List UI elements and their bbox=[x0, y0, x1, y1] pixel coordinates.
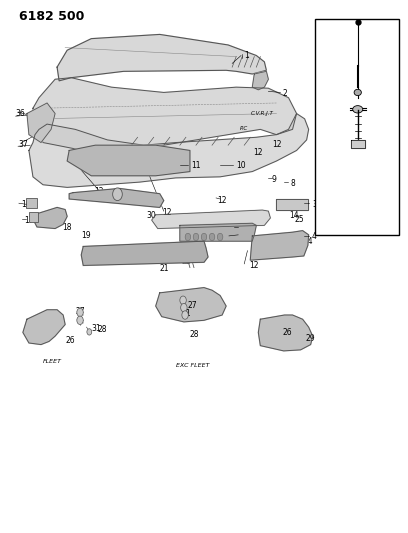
Text: 18: 18 bbox=[62, 223, 72, 232]
Text: 23: 23 bbox=[251, 247, 260, 256]
Text: 12: 12 bbox=[253, 148, 263, 157]
Circle shape bbox=[182, 311, 188, 319]
Text: 12: 12 bbox=[140, 147, 149, 156]
Text: 12: 12 bbox=[249, 261, 259, 270]
Text: C.V.R.J.T: C.V.R.J.T bbox=[250, 111, 273, 116]
Text: 12: 12 bbox=[272, 140, 282, 149]
Text: 8: 8 bbox=[290, 179, 295, 188]
Circle shape bbox=[77, 316, 83, 325]
Polygon shape bbox=[351, 140, 365, 148]
Ellipse shape bbox=[354, 90, 361, 95]
Polygon shape bbox=[250, 231, 308, 260]
Circle shape bbox=[180, 296, 186, 304]
Polygon shape bbox=[156, 288, 226, 322]
Text: 26: 26 bbox=[65, 336, 75, 345]
Text: 22: 22 bbox=[182, 257, 191, 266]
Polygon shape bbox=[29, 114, 308, 188]
Text: 34: 34 bbox=[332, 106, 342, 115]
Text: 11: 11 bbox=[191, 161, 200, 169]
Text: 12: 12 bbox=[217, 196, 226, 205]
Polygon shape bbox=[27, 103, 55, 142]
Polygon shape bbox=[67, 145, 190, 176]
Text: 27: 27 bbox=[187, 301, 197, 310]
Circle shape bbox=[113, 188, 122, 200]
Text: 24: 24 bbox=[304, 237, 313, 246]
Text: 4: 4 bbox=[312, 232, 317, 241]
Polygon shape bbox=[33, 78, 297, 150]
Text: 33: 33 bbox=[332, 85, 342, 94]
Polygon shape bbox=[23, 310, 65, 344]
Circle shape bbox=[77, 308, 83, 317]
Text: 30: 30 bbox=[146, 211, 156, 220]
Text: 12: 12 bbox=[162, 208, 171, 217]
Circle shape bbox=[201, 233, 207, 241]
Text: 15: 15 bbox=[123, 191, 132, 200]
Polygon shape bbox=[258, 315, 313, 351]
Text: 10: 10 bbox=[236, 161, 246, 169]
Text: 37: 37 bbox=[18, 140, 28, 149]
Text: 1: 1 bbox=[244, 51, 249, 60]
Circle shape bbox=[217, 233, 223, 241]
Text: 28: 28 bbox=[190, 329, 200, 338]
Circle shape bbox=[193, 233, 199, 241]
Text: 2: 2 bbox=[282, 89, 287, 98]
Text: 28: 28 bbox=[98, 325, 107, 334]
Text: EXC FLEET: EXC FLEET bbox=[176, 362, 209, 368]
Polygon shape bbox=[277, 199, 308, 209]
Polygon shape bbox=[57, 35, 266, 81]
Polygon shape bbox=[69, 189, 164, 207]
Circle shape bbox=[185, 233, 191, 241]
Text: 12: 12 bbox=[95, 187, 104, 196]
Text: 31: 31 bbox=[91, 324, 101, 333]
Text: 17: 17 bbox=[24, 215, 33, 224]
Text: 21: 21 bbox=[160, 264, 169, 272]
Text: 31: 31 bbox=[182, 310, 191, 319]
Text: 26: 26 bbox=[283, 328, 293, 337]
Text: 19: 19 bbox=[81, 231, 91, 240]
Circle shape bbox=[181, 303, 187, 312]
Text: 6: 6 bbox=[237, 223, 242, 232]
Text: 20: 20 bbox=[127, 257, 136, 266]
Text: 27: 27 bbox=[75, 308, 85, 317]
Circle shape bbox=[87, 329, 92, 335]
Text: 5: 5 bbox=[231, 232, 236, 241]
Circle shape bbox=[209, 233, 215, 241]
Text: 14: 14 bbox=[289, 211, 299, 220]
Polygon shape bbox=[180, 223, 256, 241]
Text: 29: 29 bbox=[306, 334, 315, 343]
Ellipse shape bbox=[353, 106, 363, 113]
Text: 3: 3 bbox=[313, 200, 317, 209]
Polygon shape bbox=[252, 71, 268, 90]
Bar bbox=[29, 212, 38, 222]
Text: 9: 9 bbox=[272, 175, 277, 184]
Bar bbox=[315, 19, 399, 235]
Bar bbox=[26, 198, 38, 208]
Polygon shape bbox=[33, 207, 67, 229]
Text: 35: 35 bbox=[332, 148, 342, 157]
Text: P.C: P.C bbox=[240, 126, 248, 131]
Polygon shape bbox=[152, 210, 271, 229]
Text: FLEET: FLEET bbox=[43, 359, 62, 364]
Text: 32: 32 bbox=[332, 33, 341, 42]
Text: 36: 36 bbox=[16, 109, 25, 118]
Text: 25: 25 bbox=[294, 214, 304, 223]
Polygon shape bbox=[81, 241, 208, 265]
Text: 16: 16 bbox=[21, 200, 31, 209]
Text: 13: 13 bbox=[124, 145, 134, 154]
Text: 6182 500: 6182 500 bbox=[19, 10, 84, 23]
Text: 7: 7 bbox=[214, 229, 219, 238]
